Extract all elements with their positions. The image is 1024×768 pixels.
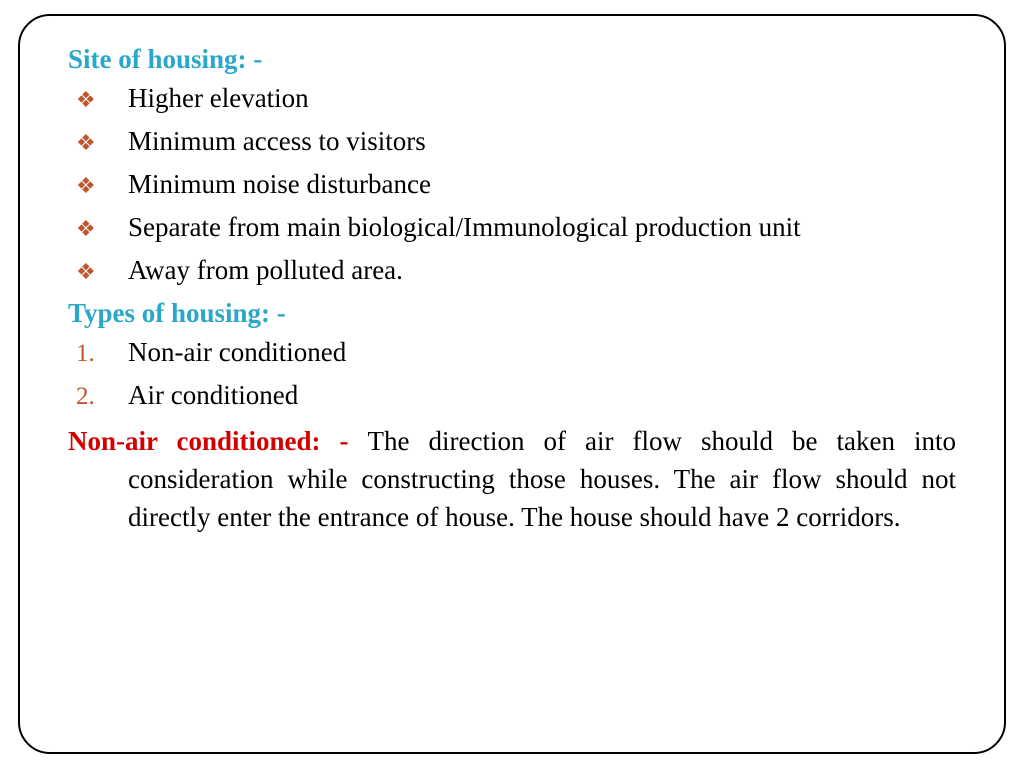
numbered-text: Non-air conditioned [128,337,956,368]
types-numbered-list: 1. Non-air conditioned 2. Air conditione… [68,337,956,411]
number-marker: 2. [76,383,128,411]
number-marker: 1. [76,340,128,368]
bullet-text: Higher elevation [128,83,956,114]
diamond-bullet-icon: ❖ [76,216,128,242]
slide-frame: Site of housing: - ❖ Higher elevation ❖ … [18,14,1006,754]
bullet-text: Minimum noise disturbance [128,169,956,200]
list-item: 1. Non-air conditioned [68,337,956,368]
heading-site-of-housing: Site of housing: - [68,44,956,75]
paragraph-label: Non-air conditioned: - [68,426,368,456]
diamond-bullet-icon: ❖ [76,259,128,285]
site-bullet-list: ❖ Higher elevation ❖ Minimum access to v… [68,83,956,286]
list-item: ❖ Separate from main biological/Immunolo… [68,212,956,243]
bullet-text: Away from polluted area. [128,255,956,286]
numbered-text: Air conditioned [128,380,956,411]
list-item: ❖ Minimum access to visitors [68,126,956,157]
diamond-bullet-icon: ❖ [76,173,128,199]
heading-types-of-housing: Types of housing: - [68,298,956,329]
list-item: ❖ Higher elevation [68,83,956,114]
list-item: 2. Air conditioned [68,380,956,411]
bullet-text: Separate from main biological/Immunologi… [128,212,956,243]
non-air-conditioned-paragraph: Non-air conditioned: - The direction of … [68,423,956,536]
list-item: ❖ Minimum noise disturbance [68,169,956,200]
diamond-bullet-icon: ❖ [76,130,128,156]
bullet-text: Minimum access to visitors [128,126,956,157]
list-item: ❖ Away from polluted area. [68,255,956,286]
diamond-bullet-icon: ❖ [76,87,128,113]
